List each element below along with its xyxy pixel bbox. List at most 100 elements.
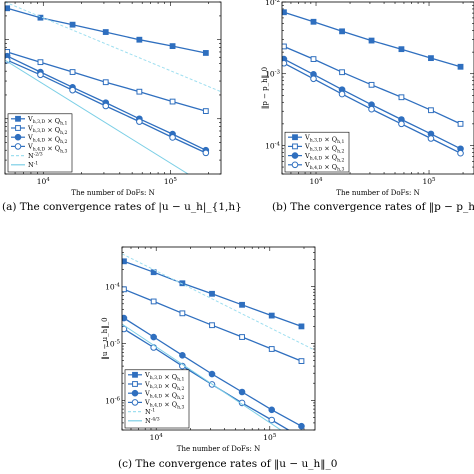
data-point: [122, 286, 127, 293]
legend-label: Vh,4,D × Qh,2: [144, 390, 185, 402]
panel-c-chart: 104 105 10-4 10-5 10-6 The number of DoFs: N ‖…: [101, 246, 316, 453]
legend-marker: [131, 399, 139, 406]
data-point: [310, 75, 317, 83]
y-tick-label: 10-4: [105, 283, 120, 292]
data-point: [238, 388, 246, 396]
data-point: [5, 5, 11, 12]
y-axis-label: ‖u − u_h‖_0: [101, 317, 109, 359]
x-axis-label: The number of DoFs: N: [177, 445, 260, 453]
series-line-5: [5, 59, 189, 174]
legend-label: N-1: [28, 161, 38, 170]
data-point: [102, 29, 109, 35]
legend-label: Vh,3,D × Qh,2: [304, 143, 345, 155]
legend-label: Vh,4,D × Qh,3: [144, 399, 185, 411]
y-tick-label: 10-5: [105, 340, 120, 349]
data-point: [150, 298, 157, 305]
plot-frame: [281, 1, 474, 175]
legend-label: N-2/3: [28, 151, 43, 160]
legend-label: Vh,4,D × Qh,3: [27, 143, 68, 155]
legend-label: Vh,3,D × Qh,2: [144, 380, 185, 392]
data-point: [299, 435, 305, 441]
data-point: [298, 422, 305, 430]
data-point: [282, 59, 288, 67]
data-point: [102, 102, 110, 110]
data-point: [428, 107, 434, 114]
data-point: [338, 90, 346, 98]
data-point: [136, 36, 143, 43]
legend-box: [124, 369, 190, 429]
data-point: [398, 120, 405, 128]
data-point: [268, 346, 275, 352]
legend-marker: [292, 143, 298, 150]
data-point: [239, 301, 245, 308]
legend-label: Vh,4,D × Qh,2: [304, 152, 345, 164]
legend-marker: [292, 134, 298, 141]
data-point: [310, 18, 317, 25]
data-point: [339, 28, 345, 35]
plot-area: [282, 9, 464, 157]
legend-marker: [291, 161, 299, 169]
data-point: [179, 351, 186, 359]
data-point: [368, 37, 375, 44]
legend-marker: [14, 143, 22, 150]
legend-marker: [15, 125, 21, 131]
legend-label: N-4/3: [145, 417, 160, 426]
data-point: [69, 86, 76, 94]
data-point: [169, 43, 176, 50]
data-point: [368, 81, 375, 88]
data-point: [37, 71, 44, 79]
data-point: [298, 323, 305, 330]
data-point: [150, 333, 157, 341]
data-point: [457, 149, 464, 157]
plot-area: [5, 2, 221, 174]
legend-marker: [15, 115, 21, 122]
legend-label: Vh,4,D × Qh,2: [27, 134, 68, 146]
data-point: [5, 56, 11, 64]
data-point: [37, 59, 44, 66]
data-point: [310, 56, 317, 62]
data-point: [202, 108, 209, 114]
legend-label: Vh,3,D × Qh,1: [27, 115, 68, 127]
plot-frame: [4, 1, 222, 175]
caption-b: (b) The convergence rates of ‖p − p_h: [272, 201, 474, 213]
data-point: [209, 322, 215, 329]
data-point: [457, 120, 464, 127]
data-point: [69, 21, 76, 28]
y-tick-label: 10-2: [265, 0, 280, 7]
series-line-5: [122, 323, 282, 430]
legend-label: Vh,4,D × Qh,3: [304, 161, 345, 173]
data-point: [136, 88, 143, 95]
data-point: [268, 312, 275, 319]
x-tick-label: 105: [164, 177, 178, 186]
data-point: [282, 9, 287, 16]
plot-area: [122, 253, 315, 441]
legend-label: Vh,3,D × Qh,1: [144, 371, 185, 383]
data-point: [339, 69, 345, 76]
legend-label: Vh,3,D × Qh,2: [27, 124, 68, 136]
x-tick-label: 105: [423, 177, 437, 186]
legend-box: [7, 113, 73, 173]
data-point: [282, 43, 287, 50]
data-point: [457, 63, 464, 70]
plot-frame: [121, 246, 316, 431]
data-point: [209, 290, 215, 297]
x-tick-label: 104: [150, 433, 164, 442]
legend-label: Vh,3,D × Qh,1: [304, 134, 345, 146]
caption-c: (c) The convergence rates of ‖u − u_h‖_0: [118, 458, 338, 470]
data-point: [122, 314, 128, 322]
data-point: [268, 406, 276, 414]
data-point: [398, 46, 405, 53]
data-point: [122, 325, 128, 333]
legend-label: N-1: [145, 407, 155, 416]
data-point: [69, 69, 76, 75]
x-tick-label: 104: [309, 177, 323, 186]
data-point: [428, 55, 434, 62]
data-point: [122, 258, 127, 265]
data-point: [238, 399, 246, 407]
data-point: [239, 334, 245, 340]
data-point: [298, 358, 305, 364]
data-point: [268, 416, 276, 424]
y-tick-label: 10-4: [265, 141, 280, 150]
caption-a: (a) The convergence rates of |u − u_h|_{…: [2, 201, 242, 213]
